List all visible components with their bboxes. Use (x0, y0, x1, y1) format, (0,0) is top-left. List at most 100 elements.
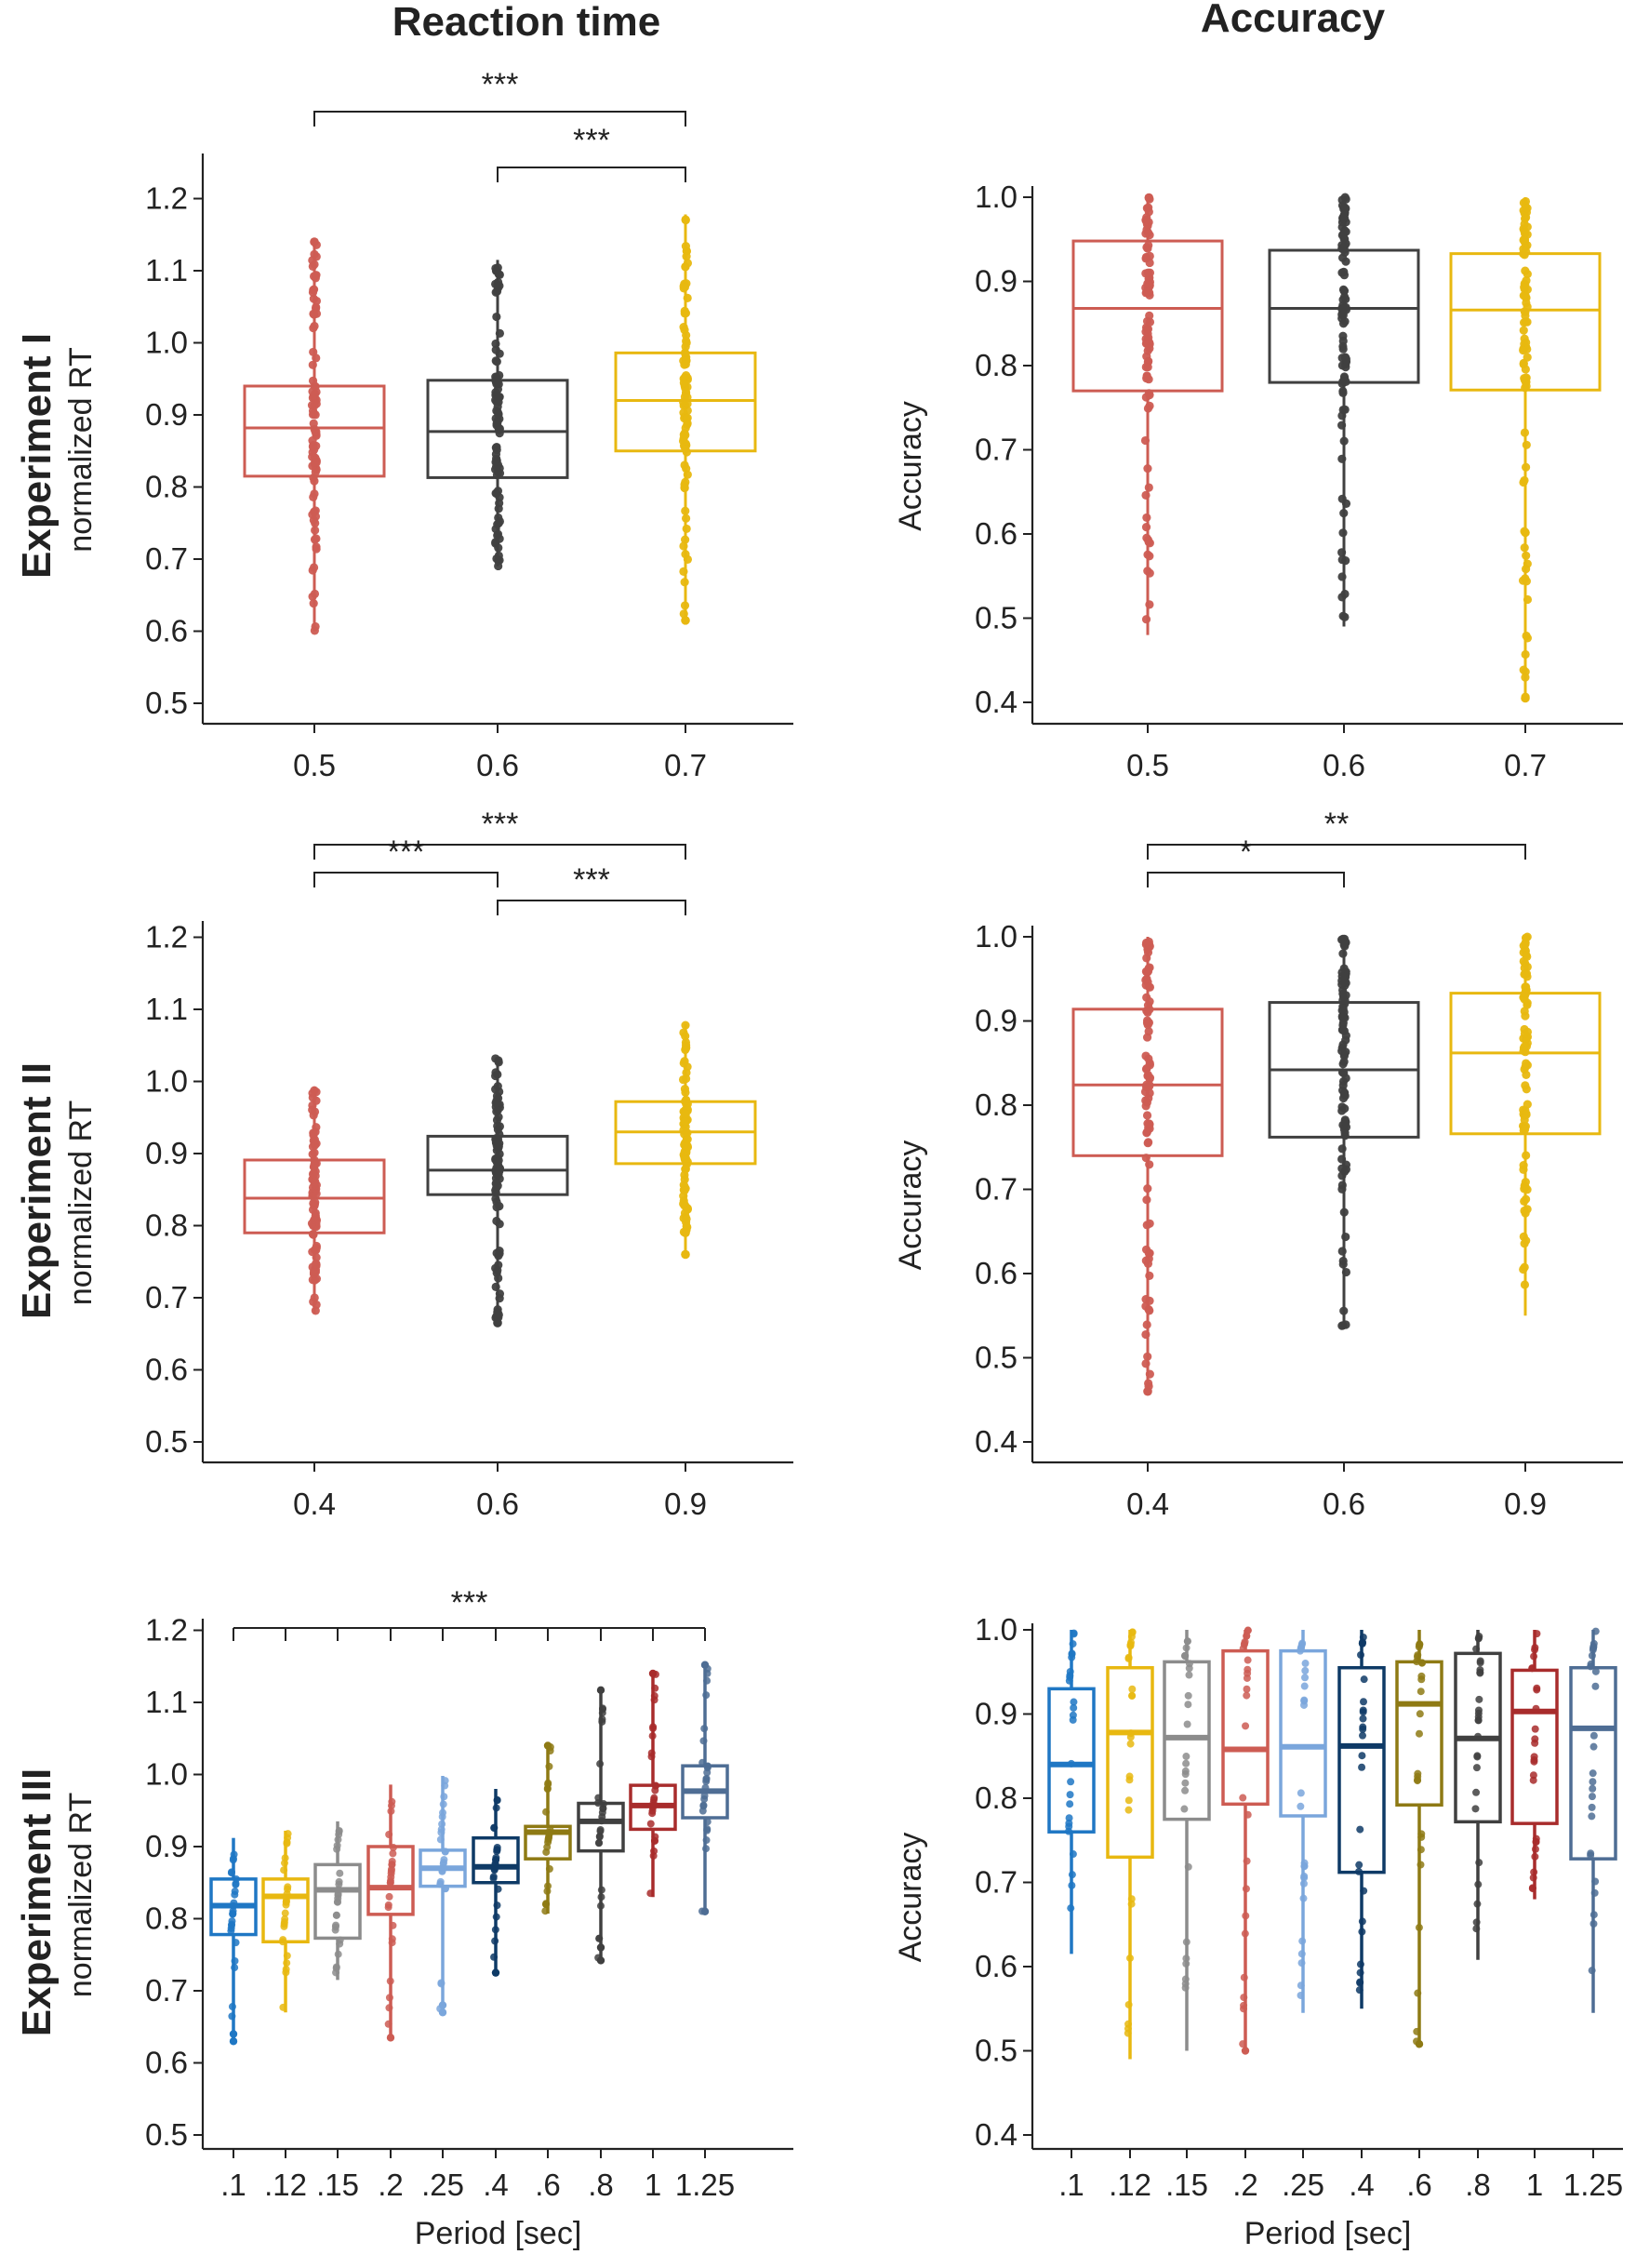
data-point (1520, 428, 1530, 437)
data-point (1521, 317, 1531, 327)
x-tick-label: .25 (1282, 2168, 1324, 2202)
box-.12 (261, 1830, 310, 2013)
data-point (493, 384, 503, 394)
data-point (680, 1175, 689, 1184)
data-point (309, 599, 318, 608)
data-point (492, 1913, 500, 1921)
data-point (1145, 1369, 1154, 1379)
data-point (1124, 2000, 1133, 2008)
significance-bracket: *** (233, 1585, 706, 1641)
data-point (1529, 1874, 1537, 1882)
data-point (1184, 1691, 1192, 1700)
data-point (1126, 1740, 1135, 1748)
data-point (1340, 589, 1350, 599)
significance-label: * (1240, 834, 1252, 870)
bracket-line (313, 872, 499, 887)
data-point (1337, 1102, 1347, 1112)
data-point (1531, 1644, 1539, 1652)
data-point (312, 1246, 321, 1255)
data-point (1338, 285, 1349, 294)
data-point (1065, 1819, 1073, 1827)
data-point (1589, 1920, 1598, 1928)
data-point (1519, 1165, 1528, 1174)
data-point (310, 589, 320, 598)
x-tick-label: 0.4 (293, 1487, 336, 1521)
box-.8 (1454, 1630, 1502, 1960)
significance-label: ** (1324, 807, 1349, 842)
data-point (1242, 1722, 1250, 1730)
data-point (598, 1715, 606, 1724)
data-point (1297, 1802, 1305, 1810)
data-point (231, 1890, 239, 1899)
significance-bracket: *** (313, 834, 499, 887)
data-point (308, 1093, 317, 1102)
x-tick-label: .8 (588, 2168, 614, 2202)
data-point (1415, 1643, 1423, 1651)
data-point (1358, 1763, 1366, 1771)
data-point (437, 1980, 446, 1988)
data-point (1068, 1649, 1076, 1658)
data-point (1521, 940, 1530, 949)
data-point (491, 395, 500, 405)
panel-exp2-rt: 0.5 0.6 0.7 0.8 0.9 1.0 1.1 1.2 normalized RT 0.4… (63, 807, 793, 1521)
box-0.7 (614, 214, 757, 625)
data-point (493, 1846, 501, 1854)
x-tick-label: .25 (421, 2168, 464, 2202)
data-point (1533, 1630, 1541, 1638)
data-point (680, 1109, 690, 1118)
data-point (649, 1851, 658, 1860)
x-tick-label: .6 (535, 2168, 561, 2202)
data-point (1244, 1810, 1252, 1819)
data-point (491, 1937, 499, 1945)
box-iqr (1071, 1007, 1224, 1157)
data-point (1181, 1651, 1190, 1660)
data-point (438, 1820, 446, 1828)
data-point (1239, 2040, 1247, 2048)
panel-exp1-acc: 0.4 0.5 0.6 0.7 0.8 0.9 1.0 Accuracy 0.5 0.6 0.7 (893, 180, 1623, 782)
y-tick-label: 1.1 (145, 253, 188, 287)
data-point (1520, 527, 1529, 536)
data-point (495, 1247, 504, 1256)
data-point (1145, 940, 1154, 950)
significance-bracket: *** (313, 807, 686, 860)
data-point (681, 1021, 690, 1030)
box-.4 (1337, 1630, 1386, 2009)
data-point (1244, 1665, 1252, 1674)
data-point (1589, 1646, 1597, 1654)
data-point (1068, 1881, 1076, 1889)
data-point (1144, 1054, 1153, 1063)
data-point (646, 1889, 655, 1898)
data-point (494, 513, 503, 523)
box-0.6 (426, 260, 569, 571)
data-point (495, 281, 504, 290)
y-tick-label: 0.8 (145, 470, 188, 504)
box-.2 (366, 1784, 415, 2042)
y-tick-label: 1.0 (975, 1612, 1018, 1647)
data-point (494, 1885, 502, 1893)
y-tick-label: 0.9 (975, 1697, 1018, 1731)
data-point (1065, 1814, 1073, 1822)
outlier-point (681, 616, 690, 625)
data-point (1522, 1085, 1531, 1094)
data-point (310, 321, 319, 331)
box-.1 (209, 1837, 258, 2046)
data-point (1588, 1793, 1596, 1801)
data-point (334, 1891, 342, 1900)
data-point (1337, 1144, 1347, 1154)
data-point (1142, 1195, 1151, 1205)
data-point (308, 1101, 317, 1110)
data-point (1145, 1160, 1154, 1169)
y-tick-label: 0.5 (145, 2117, 188, 2152)
data-point (494, 1141, 503, 1151)
data-point (1144, 193, 1154, 202)
data-point (1472, 1788, 1481, 1796)
data-point (493, 1796, 501, 1805)
data-point (1337, 1321, 1347, 1330)
data-point (1521, 365, 1530, 374)
data-point (491, 1194, 500, 1204)
data-point (1359, 1706, 1367, 1714)
y-tick-label: 1.1 (145, 992, 188, 1026)
box-iqr (1449, 992, 1602, 1136)
data-point (281, 1909, 289, 1917)
data-point (493, 1181, 502, 1191)
